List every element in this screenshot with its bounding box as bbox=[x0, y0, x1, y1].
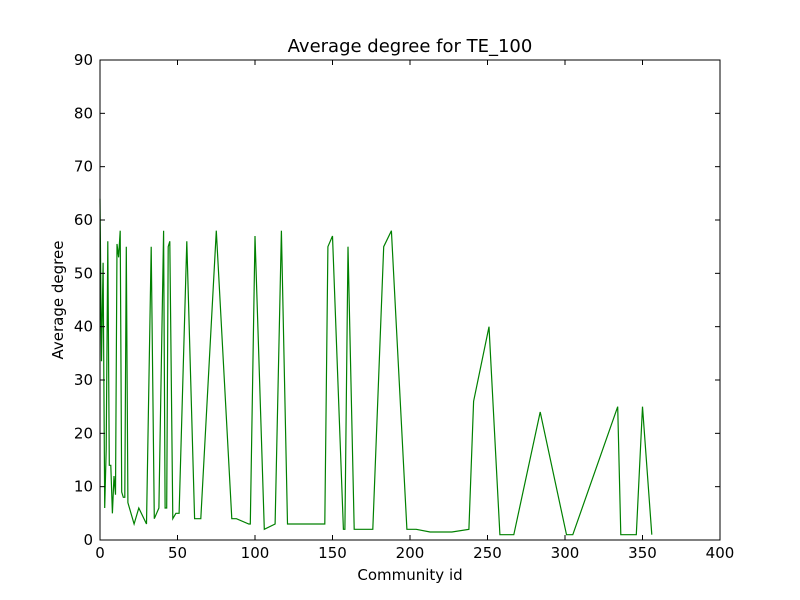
y-tick-label: 20 bbox=[74, 424, 93, 442]
x-tick-label: 250 bbox=[473, 544, 502, 562]
x-tick-label: 100 bbox=[241, 544, 270, 562]
series-line-0 bbox=[99, 198, 653, 536]
x-tick-label: 300 bbox=[551, 544, 580, 562]
y-tick-label: 60 bbox=[74, 211, 93, 229]
x-tick-label: 350 bbox=[628, 544, 657, 562]
y-tick-label: 70 bbox=[74, 158, 93, 176]
x-axis: 0 50 100 150 200 250 300 350 400 bbox=[95, 60, 734, 562]
y-axis-label: Average degree bbox=[49, 241, 67, 360]
x-tick-label: 200 bbox=[396, 544, 425, 562]
y-tick-label: 0 bbox=[83, 531, 93, 549]
y-axis: 0 10 20 30 40 50 60 70 80 90 bbox=[74, 51, 720, 549]
y-tick-label: 90 bbox=[74, 51, 93, 69]
chart-title: Average degree for TE_100 bbox=[288, 36, 533, 57]
y-tick-label: 10 bbox=[74, 478, 93, 496]
x-axis-label: Community id bbox=[357, 566, 462, 584]
y-tick-label: 40 bbox=[74, 318, 93, 336]
y-tick-label: 50 bbox=[74, 264, 93, 282]
y-tick-label: 30 bbox=[74, 371, 93, 389]
y-tick-label: 80 bbox=[74, 104, 93, 122]
x-tick-label: 150 bbox=[318, 544, 347, 562]
x-tick-label: 50 bbox=[168, 544, 187, 562]
plot-area bbox=[99, 198, 653, 536]
x-tick-label: 0 bbox=[95, 544, 105, 562]
x-tick-label: 400 bbox=[706, 544, 735, 562]
